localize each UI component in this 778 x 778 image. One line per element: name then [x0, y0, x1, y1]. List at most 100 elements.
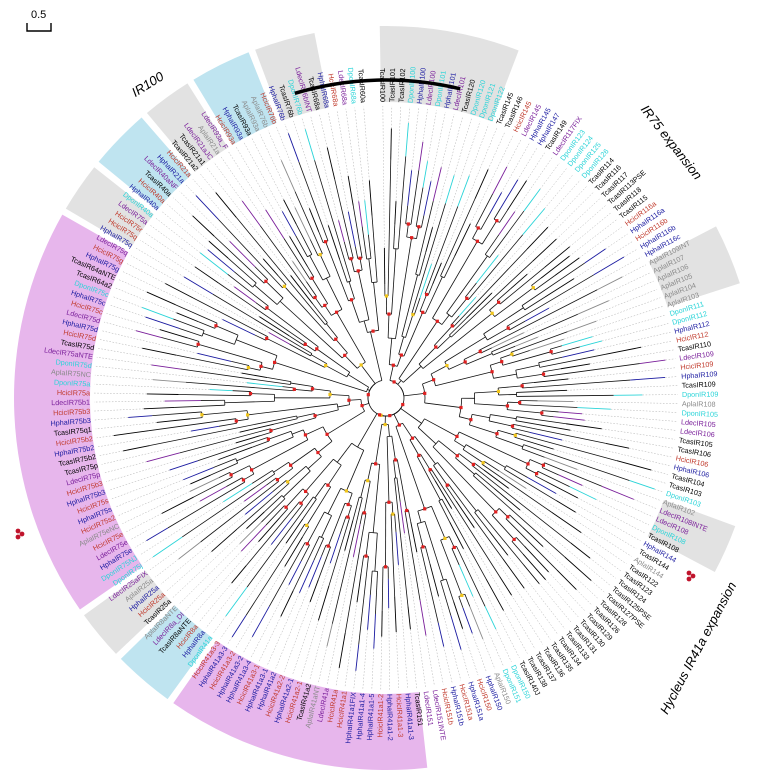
branch-stem — [371, 215, 378, 283]
branch-stem — [359, 512, 363, 525]
branch-stem — [396, 477, 401, 502]
branch-stem — [236, 339, 278, 356]
tip-guide-line — [161, 211, 208, 250]
tip-branch — [309, 579, 319, 603]
branch-stem — [396, 459, 408, 511]
branch-stem — [448, 536, 455, 548]
branch-stem — [314, 483, 326, 499]
branch-stem — [260, 365, 273, 370]
support-node — [531, 286, 535, 290]
branch-stem — [398, 336, 405, 355]
branch-stem — [329, 394, 349, 397]
tip-label: AplaIR75NC — [51, 367, 92, 379]
tip-branch — [540, 389, 568, 392]
tip-branch — [423, 181, 432, 216]
branch-stem — [542, 467, 559, 476]
branch-stem — [491, 514, 515, 540]
support-node — [282, 284, 286, 288]
branch-stem — [344, 513, 367, 633]
tip-guide-line — [498, 168, 567, 256]
tip-guide-line — [205, 544, 272, 629]
branch-stem — [451, 298, 468, 318]
branch-stem — [494, 287, 534, 317]
tip-guide-line — [589, 557, 616, 579]
tip-guide-line — [206, 167, 291, 276]
tip-guide-line — [319, 113, 328, 148]
support-node — [541, 372, 546, 376]
support-node — [304, 489, 308, 494]
branch-stem — [236, 418, 249, 422]
branch-stem — [480, 213, 491, 230]
tip-guide-line — [395, 106, 402, 202]
branch-stem — [477, 509, 524, 565]
tip-branch — [616, 460, 652, 471]
tip-branch — [146, 393, 179, 395]
branch-stem — [187, 337, 200, 342]
tip-branch — [367, 594, 371, 630]
branch-stem — [218, 422, 237, 427]
tip-guide-line — [398, 564, 408, 690]
support-node — [364, 554, 368, 558]
tip-branch — [244, 491, 273, 515]
branch-stem — [352, 496, 360, 521]
tip-guide-line — [569, 219, 618, 257]
tip-branch — [458, 296, 477, 317]
branch-stem — [265, 505, 285, 526]
tip-branch — [474, 169, 489, 199]
branch-stem — [464, 282, 477, 298]
support-node — [359, 363, 363, 367]
branch-stem — [409, 439, 420, 456]
tip-branch — [268, 332, 290, 345]
tip-branch — [429, 563, 440, 597]
branch-stem — [296, 413, 315, 418]
support-nodes — [196, 219, 553, 597]
tip-branch — [211, 528, 238, 552]
tip-guide-line — [431, 121, 481, 265]
support-node — [397, 423, 401, 427]
branch-stem — [438, 440, 458, 457]
tip-branch — [560, 363, 590, 370]
tip-guide-line — [118, 483, 191, 516]
branch-stem — [515, 432, 618, 462]
branch-stem — [339, 516, 347, 534]
tip-branch — [551, 511, 582, 534]
tip-label: HphaIR100 — [415, 67, 428, 104]
tip-guide-line — [259, 616, 281, 662]
tip-branch — [280, 590, 294, 617]
support-node — [387, 312, 391, 316]
tip-guide-line — [610, 408, 678, 413]
tip-branch — [449, 521, 464, 550]
branch-stem — [357, 270, 370, 320]
branch-stem — [422, 379, 434, 385]
branch-stem — [538, 356, 563, 364]
support-node — [371, 329, 375, 333]
tip-branch — [510, 273, 528, 290]
branch-stem — [502, 351, 552, 366]
branch-stem — [424, 546, 431, 564]
branch-stem — [473, 475, 566, 558]
tip-guide-line — [109, 304, 146, 318]
support-node — [362, 511, 366, 515]
tip-guide-line — [491, 192, 594, 294]
tip-guide-line — [568, 367, 677, 380]
branch-stem — [413, 297, 421, 316]
branch-stem — [437, 335, 451, 349]
tip-guide-line — [470, 135, 514, 224]
branch-stem — [506, 274, 594, 327]
branch-stem — [448, 483, 504, 560]
tip-guide-line — [199, 173, 216, 193]
branch-stem — [405, 314, 414, 338]
branch-stem — [321, 545, 327, 557]
branch-stem — [272, 480, 287, 493]
tip-guide-line — [654, 488, 663, 492]
tip-guide-line — [363, 106, 370, 181]
support-node — [326, 544, 330, 548]
branch-stem — [458, 596, 464, 608]
tip-branch — [235, 435, 261, 444]
support-node — [445, 483, 449, 487]
tip-guide-line — [422, 108, 428, 142]
support-node — [377, 413, 382, 417]
tip-guide-line — [122, 491, 190, 524]
tip-guide-line — [251, 584, 290, 658]
tip-label: HcicIR41a1-3 — [394, 694, 405, 738]
